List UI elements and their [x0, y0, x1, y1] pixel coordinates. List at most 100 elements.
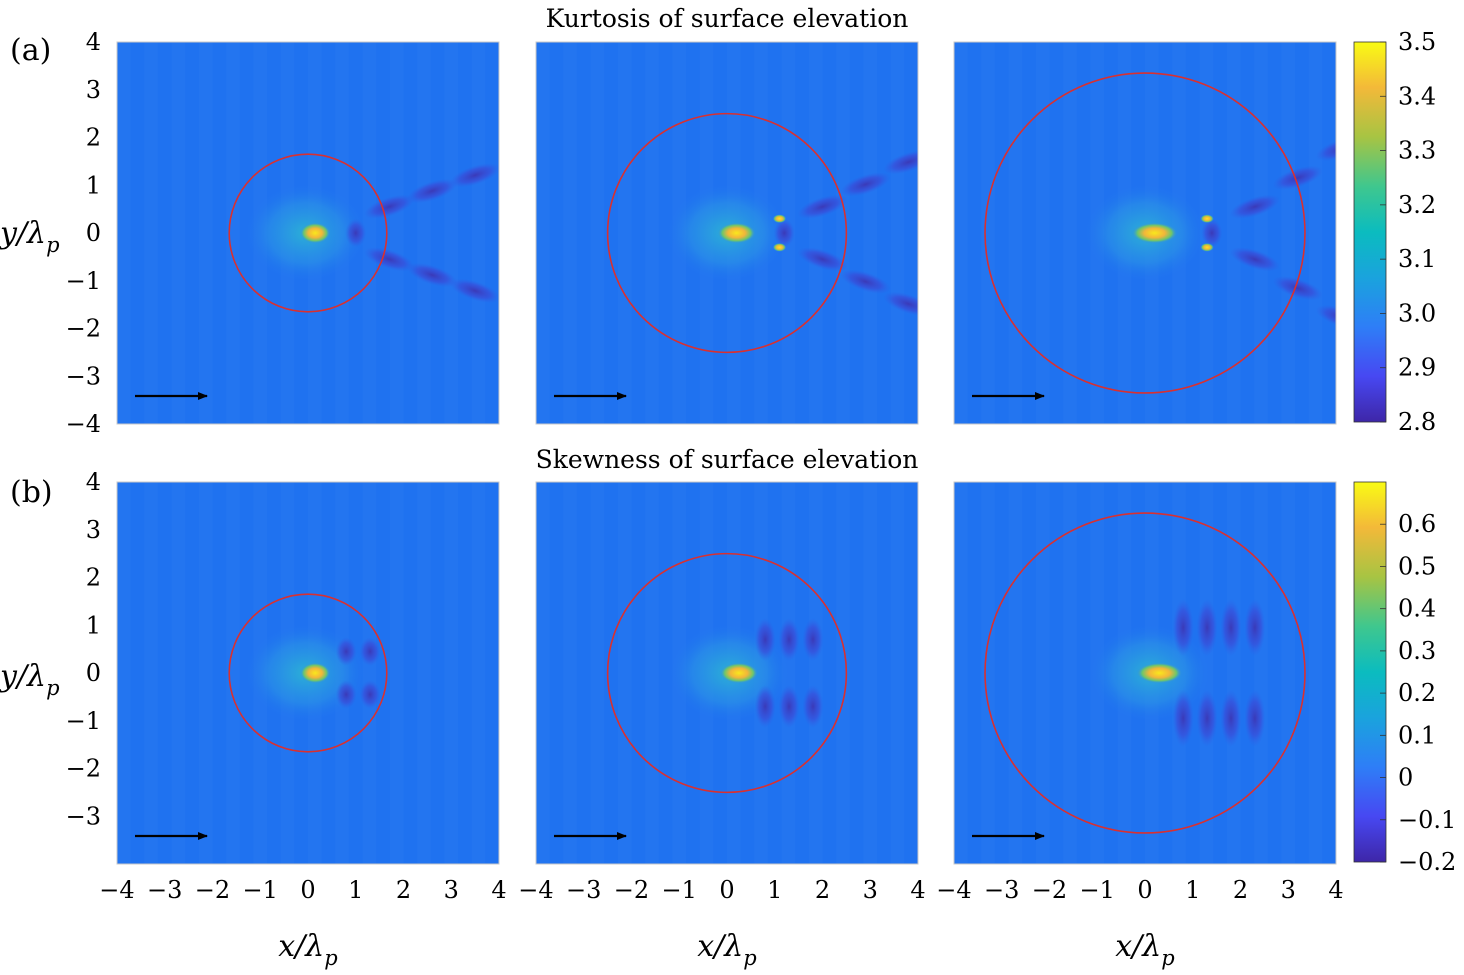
field-stripe [563, 42, 577, 424]
peak-hotspot [719, 662, 759, 684]
dark-streak [1229, 194, 1280, 219]
field-stripe [808, 482, 823, 864]
dark-streak [797, 194, 848, 219]
axes-frame [535, 41, 919, 425]
x-axis-label: x/λp [278, 929, 338, 970]
subplot-1-2: −4 −3 −2 −1 0 1 2 3 4 [936, 481, 1344, 904]
x-tick-label: 1 [767, 876, 782, 904]
axis-label-subscript: p [743, 946, 756, 970]
side-lobe [772, 243, 787, 252]
ylabel-b: y/λp [0, 659, 60, 700]
dark-streak [840, 269, 891, 294]
y-tick-label: −1 [66, 707, 101, 735]
field-stripe [954, 42, 968, 424]
field-stripe [836, 42, 850, 424]
field-stripe [645, 482, 659, 864]
red-circle [984, 512, 1306, 834]
field-stripe [389, 482, 404, 864]
subplot-0-1 [535, 41, 919, 425]
field-stripe [890, 42, 905, 424]
dark-streak [1315, 136, 1336, 162]
colorbar-tick-label: 0.2 [1398, 679, 1436, 707]
field-stripe [144, 42, 158, 424]
colorbar-1: −0.2 −0.1 0 0.1 0.2 0.3 0.4 0.5 0.6 [1353, 481, 1456, 876]
dark-streak [1229, 247, 1280, 272]
y-tick-label: 4 [86, 28, 101, 56]
dark-streak [364, 247, 415, 272]
field-stripe [1063, 42, 1077, 424]
dark-lobe [1196, 598, 1218, 657]
y-tick-label: 1 [86, 611, 101, 639]
panel-label-a: (a) [10, 33, 51, 68]
field-stripe [198, 482, 213, 864]
x-tick-label: −4 [518, 876, 553, 904]
axis-label-main: x/λ [278, 929, 324, 964]
dark-streak [797, 247, 848, 272]
red-circle [606, 112, 848, 354]
x-tick-label: 0 [1137, 876, 1152, 904]
field-stripe [1308, 42, 1323, 424]
y-tick-label: 3 [86, 516, 101, 544]
axis-label-subscript: p [1161, 946, 1174, 970]
axis-label-main: x/λ [697, 929, 743, 964]
y-tick-label: 1 [86, 171, 101, 199]
field-stripe [1308, 482, 1323, 864]
x-tick-label: −2 [1032, 876, 1067, 904]
dark-streak [1315, 304, 1336, 330]
x-tick-label: −3 [566, 876, 601, 904]
subplot-1-0: −3 −2 −1 0 1 2 3 4 −4 −3 −2 −1 0 1 2 3 4 [66, 468, 507, 904]
title-b: Skewness of surface elevation [536, 445, 919, 474]
subplot-1-1: −4 −3 −2 −1 0 1 2 3 4 [518, 481, 926, 904]
field [536, 42, 918, 424]
field-stripe [836, 482, 850, 864]
x-tick-label: −1 [662, 876, 697, 904]
x-tick-label: −4 [99, 876, 134, 904]
x-tick-label: 2 [815, 876, 830, 904]
axis-label-subscript: p [46, 676, 59, 700]
colorbar-tick-label: 2.8 [1398, 408, 1436, 436]
x-axis-label: x/λp [1115, 929, 1175, 970]
colorbar-gradient [1353, 41, 1387, 423]
colorbar-tick-label: 0.4 [1398, 595, 1436, 623]
field-stripe [954, 482, 968, 864]
field-stripe [590, 482, 605, 864]
subplot-0-2 [953, 41, 1337, 425]
colorbar-tick-label: 3.5 [1398, 28, 1436, 56]
field [536, 482, 918, 864]
field-stripe [890, 482, 905, 864]
dark-lobe [1220, 689, 1242, 748]
ylabel-b-text: y/λp [0, 659, 60, 700]
x-tick-label: 3 [863, 876, 878, 904]
axes-frame [535, 481, 919, 865]
dark-lobe [359, 637, 381, 666]
y-tick-label: 3 [86, 76, 101, 104]
x-tick-label: 4 [1328, 876, 1343, 904]
dark-lobe [335, 637, 357, 666]
dark-streak [364, 194, 415, 219]
y-tick-label: −3 [66, 362, 101, 390]
x-tick-label: −3 [984, 876, 1019, 904]
field-stripe [362, 482, 377, 864]
dark-streak [883, 149, 918, 175]
field-stripe [117, 482, 131, 864]
dark-spot [773, 218, 795, 248]
x-tick-label: 0 [300, 876, 315, 904]
red-circle [228, 593, 388, 753]
dark-lobe [359, 680, 381, 709]
field-stripe [389, 42, 404, 424]
axis-label-main: x/λ [1115, 929, 1161, 964]
y-tick-label: 0 [86, 219, 101, 247]
dark-streak [1272, 165, 1323, 191]
axes-frame [953, 481, 1337, 865]
colorbar-gradient [1353, 481, 1387, 863]
peak-hotspot [299, 222, 331, 244]
field-stripe [617, 42, 632, 424]
dark-streak [406, 178, 458, 204]
field-stripe [417, 482, 431, 864]
dark-streak [1272, 275, 1323, 301]
field [117, 482, 499, 864]
colorbar-tick-label: 0 [1398, 764, 1413, 792]
x-tick-label: 1 [1185, 876, 1200, 904]
y-tick-label: −3 [66, 802, 101, 830]
field-stripe [808, 42, 823, 424]
